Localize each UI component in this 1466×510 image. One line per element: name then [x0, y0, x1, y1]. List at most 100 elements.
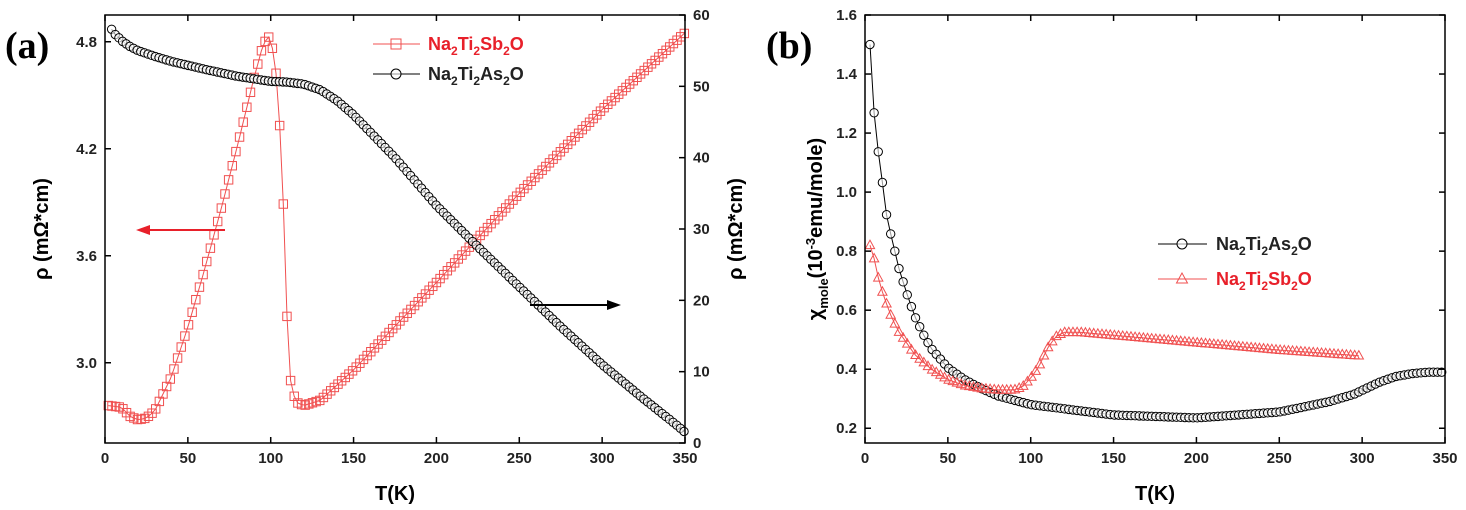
- data-point: [289, 391, 299, 401]
- data-point: [1038, 349, 1050, 360]
- legend: Na2Ti2Sb2O Na2Ti2As2O: [373, 34, 524, 88]
- data-point: [592, 110, 602, 120]
- x-tick-label: 0: [101, 450, 109, 467]
- data-point: [231, 146, 241, 157]
- legend-entry: Na2Ti2Sb2O: [1158, 269, 1312, 293]
- y-right-axis-title: ρ (mΩ*cm): [725, 178, 747, 280]
- data-point: [643, 62, 653, 72]
- data-point: [315, 395, 325, 406]
- legend-entry: Na2Ti2Sb2O: [373, 34, 524, 58]
- data-point: [635, 69, 646, 79]
- data-point: [893, 325, 905, 336]
- data-point: [588, 113, 598, 124]
- y-left-axis-title: ρ (mΩ*cm): [31, 178, 53, 280]
- data-point: [914, 352, 926, 363]
- data-point: [581, 121, 591, 131]
- data-point: [910, 349, 922, 360]
- legend: Na2Ti2As2O Na2Ti2Sb2O: [1158, 234, 1312, 293]
- data-point: [533, 169, 544, 179]
- data-point: [603, 99, 613, 110]
- data-point: [898, 277, 908, 287]
- data-point: [606, 96, 617, 106]
- data-point: [176, 342, 186, 352]
- data-point: [668, 38, 679, 49]
- arrow-head: [607, 300, 621, 310]
- data-point: [566, 135, 577, 146]
- data-point: [530, 172, 540, 183]
- right-axis-arrow: [530, 300, 621, 310]
- x-tick-label: 300: [1350, 450, 1375, 467]
- data-point: [877, 177, 888, 188]
- x-tick-label: 200: [1184, 450, 1209, 467]
- y-left-tick-label: 3.0: [76, 355, 97, 372]
- data-point: [902, 290, 912, 300]
- data-point: [610, 92, 620, 103]
- x-tick-label: 200: [424, 450, 449, 467]
- y-right-tick-label: 10: [693, 364, 710, 381]
- y-left-tick-label: 3.6: [76, 248, 97, 265]
- data-point: [526, 176, 536, 186]
- x-tick-label: 50: [180, 450, 197, 467]
- y-right-tick-label: 50: [693, 78, 710, 95]
- series-line: [869, 44, 1442, 419]
- data-point: [876, 285, 888, 296]
- data-point: [624, 79, 635, 89]
- data-point: [544, 158, 555, 168]
- data-point: [515, 187, 525, 198]
- data-point: [296, 399, 307, 410]
- data-point: [621, 82, 631, 93]
- data-point: [143, 411, 154, 422]
- data-point: [930, 366, 942, 377]
- y-tick-label: 0.4: [836, 361, 858, 378]
- y-tick-label: 0.6: [836, 302, 857, 319]
- data-point: [267, 43, 278, 53]
- data-point: [562, 139, 573, 150]
- data-point: [129, 413, 139, 423]
- data-point: [519, 183, 529, 194]
- y-tick-label: 0.2: [836, 420, 857, 437]
- data-point: [868, 252, 880, 263]
- data-point: [599, 102, 609, 113]
- data-point: [541, 161, 551, 172]
- data-point: [548, 154, 558, 164]
- series-Na2Ti2As2O: [106, 24, 689, 437]
- data-point: [256, 46, 267, 56]
- x-tick-label: 100: [258, 450, 283, 467]
- data-point: [293, 398, 303, 408]
- data-point: [650, 55, 660, 66]
- data-point: [282, 311, 292, 322]
- data-point: [140, 413, 150, 424]
- data-point: [570, 132, 580, 142]
- y-right-tick-label: 60: [693, 7, 710, 24]
- data-point: [939, 371, 951, 382]
- data-point: [906, 301, 917, 312]
- y-tick-label: 1.4: [836, 66, 858, 83]
- plot-frame: [864, 14, 1446, 444]
- data-point: [161, 381, 172, 392]
- x-tick-label: 100: [1018, 450, 1043, 467]
- data-point: [322, 389, 332, 399]
- x-axis-title: T(K): [375, 483, 415, 505]
- data-point: [573, 128, 584, 139]
- y-left-tick-label: 4.2: [76, 141, 97, 158]
- data-point: [165, 374, 175, 384]
- data-point: [344, 369, 354, 379]
- y-right-tick-label: 20: [693, 292, 710, 309]
- data-point: [628, 75, 638, 86]
- data-point: [158, 389, 168, 399]
- data-point: [154, 396, 165, 407]
- data-point: [646, 59, 657, 69]
- data-point: [125, 411, 135, 422]
- data-point: [905, 343, 917, 354]
- legend-label: Na2Ti2Sb2O: [428, 34, 524, 58]
- data-point: [1353, 349, 1365, 360]
- legend-label: Na2Ti2As2O: [428, 64, 524, 88]
- panel-a: (a) 0 50 100 150 200 250 300 350 3.0 3.6 4.2 4.8 0 10 2…: [5, 7, 747, 505]
- data-point: [340, 372, 350, 383]
- x-axis-title: T(K): [1135, 483, 1175, 505]
- y-right-tick-label: 30: [693, 221, 710, 238]
- data-point: [639, 65, 649, 76]
- data-point: [180, 331, 190, 341]
- data-point: [918, 356, 930, 367]
- data-point: [151, 404, 161, 414]
